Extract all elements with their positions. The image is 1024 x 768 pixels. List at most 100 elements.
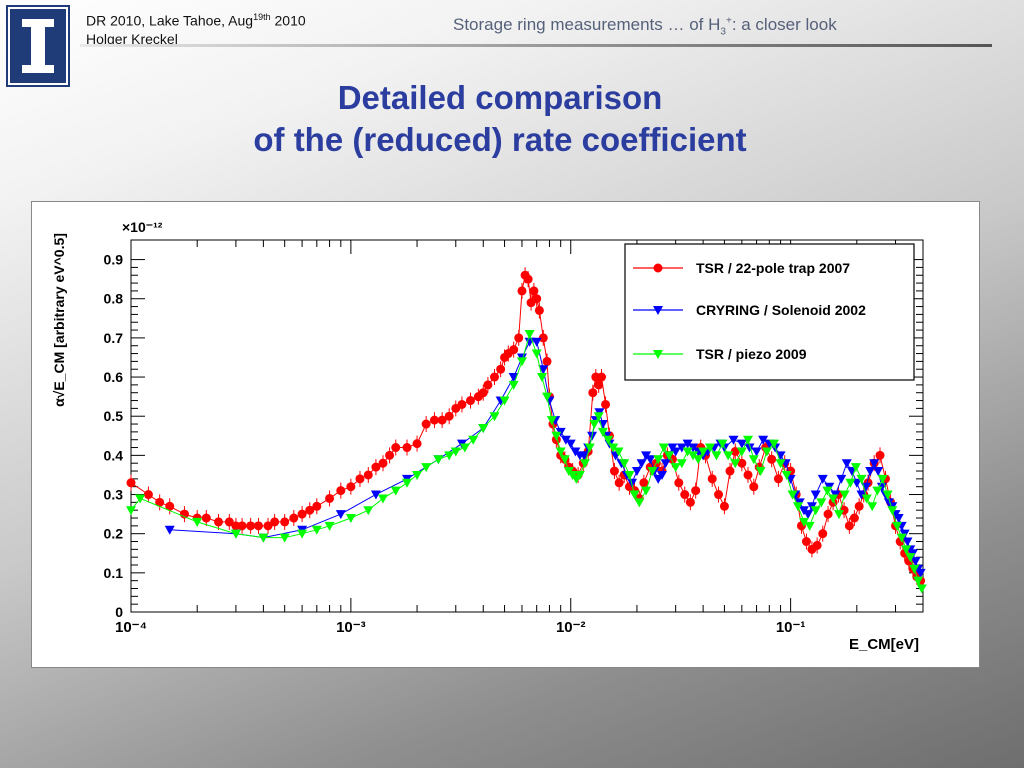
data-point — [845, 478, 856, 488]
data-point — [597, 372, 607, 382]
y-tick-label: 0.7 — [104, 330, 124, 346]
data-point — [851, 478, 862, 488]
data-point — [798, 517, 809, 527]
data-point — [882, 490, 893, 500]
author-name: Holger Kreckel — [86, 30, 178, 47]
data-point — [258, 533, 269, 543]
data-point — [559, 455, 570, 465]
topic-superscript: + — [725, 15, 732, 27]
data-point — [854, 501, 864, 511]
data-point — [584, 443, 595, 453]
data-point — [135, 494, 146, 504]
y-tick-label: 0.5 — [104, 408, 124, 424]
data-point — [905, 553, 916, 563]
data-point — [877, 474, 888, 484]
y-axis-label: α√E_CM [arbitrary eV^0.5] — [51, 233, 67, 407]
data-point — [312, 501, 322, 511]
data-point — [450, 447, 461, 457]
data-point — [639, 478, 649, 488]
data-point — [324, 521, 335, 531]
data-point — [289, 513, 299, 523]
data-point — [523, 274, 533, 284]
data-point — [670, 463, 681, 473]
data-point — [551, 431, 562, 441]
data-point — [817, 474, 828, 484]
data-point — [801, 537, 811, 547]
data-point — [816, 498, 827, 508]
data-point — [542, 356, 552, 366]
data-point — [589, 420, 600, 430]
data-point — [579, 459, 590, 469]
data-point — [345, 514, 356, 524]
data-point — [579, 451, 590, 461]
data-point — [841, 459, 852, 469]
data-point — [363, 470, 373, 480]
data-point — [682, 439, 693, 449]
data-point — [812, 540, 822, 550]
data-point — [660, 459, 671, 469]
data-point — [179, 509, 189, 519]
data-point — [867, 502, 878, 512]
data-point — [421, 419, 431, 429]
data-point — [253, 521, 263, 531]
data-point — [237, 521, 247, 531]
data-point — [224, 517, 234, 527]
data-point — [126, 506, 136, 516]
data-point — [670, 447, 681, 457]
y-multiplier-label: ×10⁻¹² — [122, 219, 163, 235]
data-point — [861, 494, 872, 504]
data-point — [230, 529, 241, 539]
data-point — [412, 470, 423, 480]
title-line-2: of the (reduced) rate coefficient — [253, 121, 747, 158]
data-point — [688, 443, 699, 453]
data-point — [711, 451, 722, 461]
data-point — [636, 459, 647, 469]
data-point — [538, 365, 549, 375]
data-point — [444, 451, 455, 461]
data-point — [781, 470, 792, 480]
data-point — [645, 455, 656, 465]
data-point — [856, 474, 867, 484]
data-point — [311, 525, 322, 535]
data-point — [875, 450, 885, 460]
data-point — [749, 482, 759, 492]
rate-coefficient-plot: 0 0.1 0.2 0.3 0.4 0.5 0.6 0.7 0.8 0.9 10⁻⁴ 10⁻³ 10⁻²… — [51, 219, 927, 653]
data-point — [496, 364, 506, 374]
data-point — [192, 517, 203, 527]
title-line-1: Detailed comparison — [337, 79, 663, 116]
data-point — [371, 462, 381, 472]
data-point — [363, 506, 374, 516]
data-point — [594, 380, 604, 390]
data-point — [691, 486, 701, 496]
university-column-icon — [8, 7, 68, 85]
data-point — [822, 486, 833, 496]
data-point — [872, 486, 883, 496]
data-point — [755, 467, 766, 477]
topic-subscript: 3 — [720, 26, 726, 38]
data-point — [685, 497, 695, 507]
y-tick-label: 0.6 — [104, 369, 124, 385]
data-point — [412, 439, 422, 449]
data-point — [336, 486, 346, 496]
data-point — [751, 447, 762, 457]
data-point — [546, 416, 557, 426]
data-point — [915, 568, 926, 578]
data-point — [270, 517, 280, 527]
data-point — [478, 388, 488, 398]
data-point — [896, 533, 907, 543]
data-point — [768, 439, 779, 449]
data-point — [378, 494, 389, 504]
y-tick-label: 0.1 — [104, 565, 124, 581]
data-point — [565, 439, 576, 449]
data-point — [370, 490, 381, 500]
legend-marker — [653, 306, 663, 315]
data-point — [325, 493, 335, 503]
data-point — [850, 463, 861, 473]
data-point — [901, 545, 912, 555]
data-point — [810, 490, 821, 500]
y-tick-label: 0 — [115, 604, 123, 620]
data-point — [698, 447, 709, 457]
data-point — [459, 443, 470, 453]
data-point — [385, 450, 395, 460]
data-point — [849, 513, 859, 523]
